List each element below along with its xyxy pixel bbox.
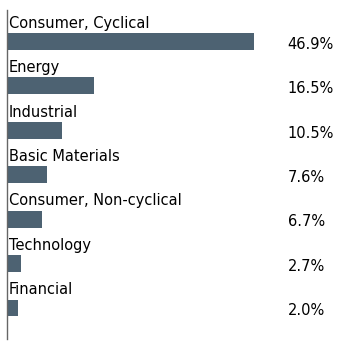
Text: 2.7%: 2.7% [288,259,325,274]
Text: Financial: Financial [9,282,73,297]
Text: Consumer, Non-cyclical: Consumer, Non-cyclical [9,193,181,209]
Text: 46.9%: 46.9% [288,37,334,52]
Text: 2.0%: 2.0% [288,303,325,318]
Text: 10.5%: 10.5% [288,126,334,140]
Bar [7,255,21,272]
Bar [7,211,42,228]
Bar [7,33,254,50]
Text: 16.5%: 16.5% [288,81,334,96]
Text: Basic Materials: Basic Materials [9,149,120,164]
Text: 7.6%: 7.6% [288,170,325,185]
Bar [7,166,47,183]
Text: Technology: Technology [9,238,91,253]
Bar [7,78,94,94]
Bar [7,300,18,317]
Text: Energy: Energy [9,60,60,75]
Text: 6.7%: 6.7% [288,215,325,229]
Text: Industrial: Industrial [9,104,78,120]
Text: Consumer, Cyclical: Consumer, Cyclical [9,16,149,31]
Bar [7,122,62,139]
